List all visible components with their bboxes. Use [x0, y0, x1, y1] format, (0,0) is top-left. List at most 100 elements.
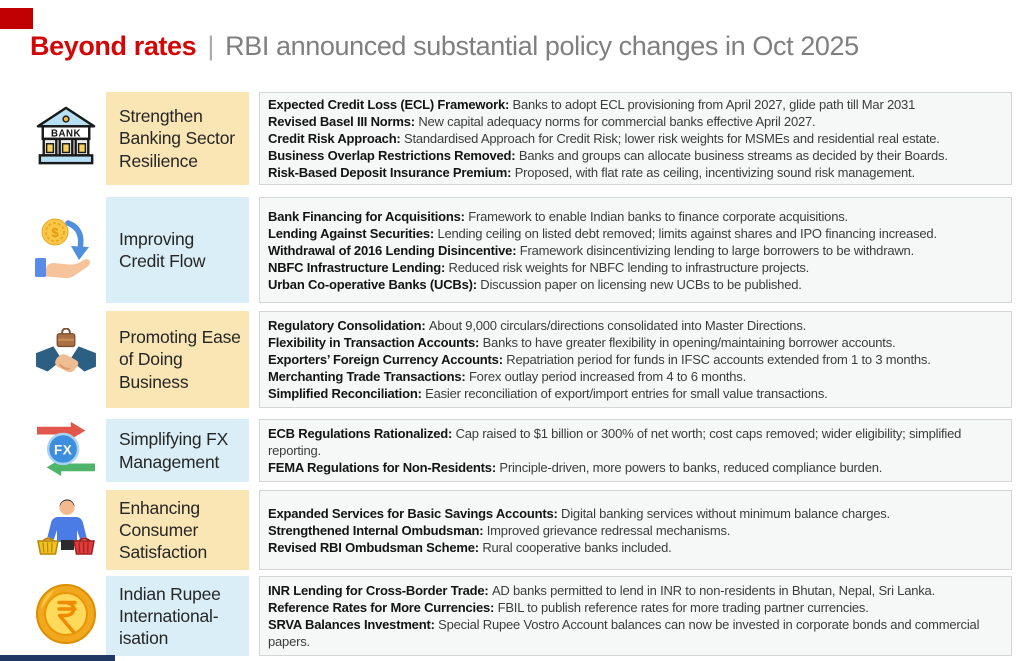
policy-term: Exporters’ Foreign Currency Accounts: — [268, 352, 507, 367]
shopper-baskets-icon — [34, 496, 98, 565]
policy-item: SRVA Balances Investment: Special Rupee … — [268, 616, 1003, 650]
policy-term: Simplified Reconciliation: — [268, 386, 426, 401]
policy-row: Promoting Ease of Doing Business Regulat… — [30, 311, 1012, 408]
page-title: Beyond rates | RBI announced substantial… — [30, 30, 1015, 62]
title-rest: RBI announced substantial policy changes… — [225, 31, 859, 61]
policy-item: Business Overlap Restrictions Removed: B… — [268, 147, 1003, 164]
handshake-icon — [34, 327, 98, 391]
policy-term: Lending Against Securities: — [268, 225, 438, 241]
fx-arrows-icon: FX — [34, 419, 98, 482]
svg-text:FX: FX — [54, 442, 72, 457]
policy-term: Revised Basel III Norms: — [268, 114, 419, 129]
icon-cell — [30, 311, 102, 408]
policy-desc: Banks to have greater flexibility in ope… — [482, 335, 896, 350]
policy-desc: Forex outlay period increased from 4 to … — [468, 369, 747, 384]
category-label: Simplifying FX Management — [106, 419, 249, 482]
policy-term: Expected Credit Loss (ECL) Framework: — [268, 97, 513, 112]
policy-details: INR Lending for Cross-Border Trade: AD b… — [259, 576, 1012, 656]
policy-item: Expected Credit Loss (ECL) Framework: Ba… — [268, 96, 1003, 113]
policy-item: Regulatory Consolidation: About 9,000 ci… — [268, 317, 1003, 334]
policy-desc: Framework to enable Indian banks to fina… — [468, 208, 848, 224]
rupee-coin-icon — [34, 582, 98, 651]
icon-cell: BANK — [30, 92, 102, 185]
policy-item: Merchanting Trade Transactions: Forex ou… — [268, 368, 1003, 385]
icon-cell — [30, 576, 102, 656]
policy-item: FEMA Regulations for Non-Residents: Prin… — [268, 459, 1003, 476]
policy-term: SRVA Balances Investment: — [268, 617, 439, 632]
title-separator: | — [207, 31, 214, 61]
policy-term: Withdrawal of 2016 Lending Disincentive: — [268, 242, 520, 258]
policy-term: INR Lending for Cross-Border Trade: — [268, 583, 492, 598]
policy-item: Flexibility in Transaction Accounts: Ban… — [268, 334, 1003, 351]
policy-item: Exporters’ Foreign Currency Accounts: Re… — [268, 351, 1003, 368]
policy-desc: Lending ceiling on listed debt removed; … — [437, 225, 937, 241]
policy-term: Regulatory Consolidation: — [268, 318, 429, 333]
bottom-accent-bar — [0, 655, 115, 661]
policy-desc: Banks to adopt ECL provisioning from Apr… — [512, 97, 916, 112]
policy-desc: Proposed, with flat rate as ceiling, inc… — [514, 165, 915, 180]
policy-desc: Repatriation period for funds in IFSC ac… — [506, 352, 931, 367]
policy-desc: Reduced risk weights for NBFC lending to… — [448, 259, 810, 275]
policy-row: FX Simplifying FX Management ECB Regulat… — [30, 419, 1012, 482]
category-label: Enhancing Consumer Satisfaction — [106, 490, 249, 570]
policy-item: Credit Risk Approach: Standardised Appro… — [268, 130, 1003, 147]
svg-text:$: $ — [51, 225, 59, 240]
policy-desc: Easier reconciliation of export/import e… — [425, 386, 828, 401]
policy-desc: FBIL to publish reference rates for more… — [497, 600, 869, 615]
policy-term: ECB Regulations Rationalized: — [268, 426, 456, 441]
policy-item: Lending Against Securities: Lending ceil… — [268, 225, 1003, 242]
policy-row: Indian Rupee International-isation INR L… — [30, 576, 1012, 656]
top-accent-bar — [0, 8, 33, 29]
policy-details: Expanded Services for Basic Savings Acco… — [259, 490, 1012, 570]
policy-item: INR Lending for Cross-Border Trade: AD b… — [268, 582, 1003, 599]
policy-term: Business Overlap Restrictions Removed: — [268, 148, 519, 163]
policy-term: Flexibility in Transaction Accounts: — [268, 335, 483, 350]
policy-desc: Special Rupee Vostro Account balances ca… — [268, 617, 980, 649]
icon-cell: $ — [30, 197, 102, 303]
policy-item: Revised Basel III Norms: New capital ade… — [268, 113, 1003, 130]
policy-item: Risk-Based Deposit Insurance Premium: Pr… — [268, 164, 1003, 181]
policy-term: FEMA Regulations for Non-Residents: — [268, 460, 500, 475]
policy-term: Bank Financing for Acquisitions: — [268, 208, 469, 224]
policy-desc: Rural cooperative banks included. — [482, 539, 672, 555]
policy-row: BANK Strengthen Banking Sector Resilienc… — [30, 92, 1012, 185]
policy-item: ECB Regulations Rationalized: Cap raised… — [268, 425, 1003, 459]
policy-term: Urban Co-operative Banks (UCBs): — [268, 276, 481, 292]
bank-building-icon: BANK — [34, 105, 98, 172]
policy-details: ECB Regulations Rationalized: Cap raised… — [259, 419, 1012, 482]
icon-cell — [30, 490, 102, 570]
policy-desc: Digital banking services without minimum… — [561, 505, 890, 521]
policy-item: Strengthened Internal Ombudsman: Improve… — [268, 522, 1003, 539]
category-label: Improving Credit Flow — [106, 197, 249, 303]
policy-term: Risk-Based Deposit Insurance Premium: — [268, 165, 515, 180]
policy-desc: Improved grievance redressal mechanisms. — [486, 522, 731, 538]
policy-desc: New capital adequacy norms for commercia… — [418, 114, 816, 129]
policy-rows: BANK Strengthen Banking Sector Resilienc… — [30, 92, 1012, 656]
policy-details: Bank Financing for Acquisitions: Framewo… — [259, 197, 1012, 303]
svg-text:BANK: BANK — [51, 128, 81, 139]
policy-term: Merchanting Trade Transactions: — [268, 369, 469, 384]
policy-item: Urban Co-operative Banks (UCBs): Discuss… — [268, 276, 1003, 293]
policy-details: Regulatory Consolidation: About 9,000 ci… — [259, 311, 1012, 408]
category-label: Indian Rupee International-isation — [106, 576, 249, 656]
policy-item: Revised RBI Ombudsman Scheme: Rural coop… — [268, 539, 1003, 556]
policy-term: Credit Risk Approach: — [268, 131, 404, 146]
policy-row: $ Improving Credit Flow Bank Financing f… — [30, 197, 1012, 303]
policy-desc: Standardised Approach for Credit Risk; l… — [403, 131, 940, 146]
policy-term: Revised RBI Ombudsman Scheme: — [268, 539, 483, 555]
policy-item: NBFC Infrastructure Lending: Reduced ris… — [268, 259, 1003, 276]
policy-desc: Banks and groups can allocate business s… — [518, 148, 948, 163]
coin-in-hand-icon: $ — [34, 217, 98, 284]
policy-item: Simplified Reconciliation: Easier reconc… — [268, 385, 1003, 402]
policy-details: Expected Credit Loss (ECL) Framework: Ba… — [259, 92, 1012, 185]
policy-item: Expanded Services for Basic Savings Acco… — [268, 505, 1003, 522]
icon-cell: FX — [30, 419, 102, 482]
policy-term: NBFC Infrastructure Lending: — [268, 259, 449, 275]
policy-item: Bank Financing for Acquisitions: Framewo… — [268, 208, 1003, 225]
policy-desc: AD banks permitted to lend in INR to non… — [491, 583, 935, 598]
policy-desc: Cap raised to $1 billion or 300% of net … — [268, 426, 962, 458]
policy-desc: Framework disincentivizing lending to la… — [519, 242, 914, 258]
policy-item: Withdrawal of 2016 Lending Disincentive:… — [268, 242, 1003, 259]
policy-desc: Principle-driven, more powers to banks, … — [499, 460, 883, 475]
